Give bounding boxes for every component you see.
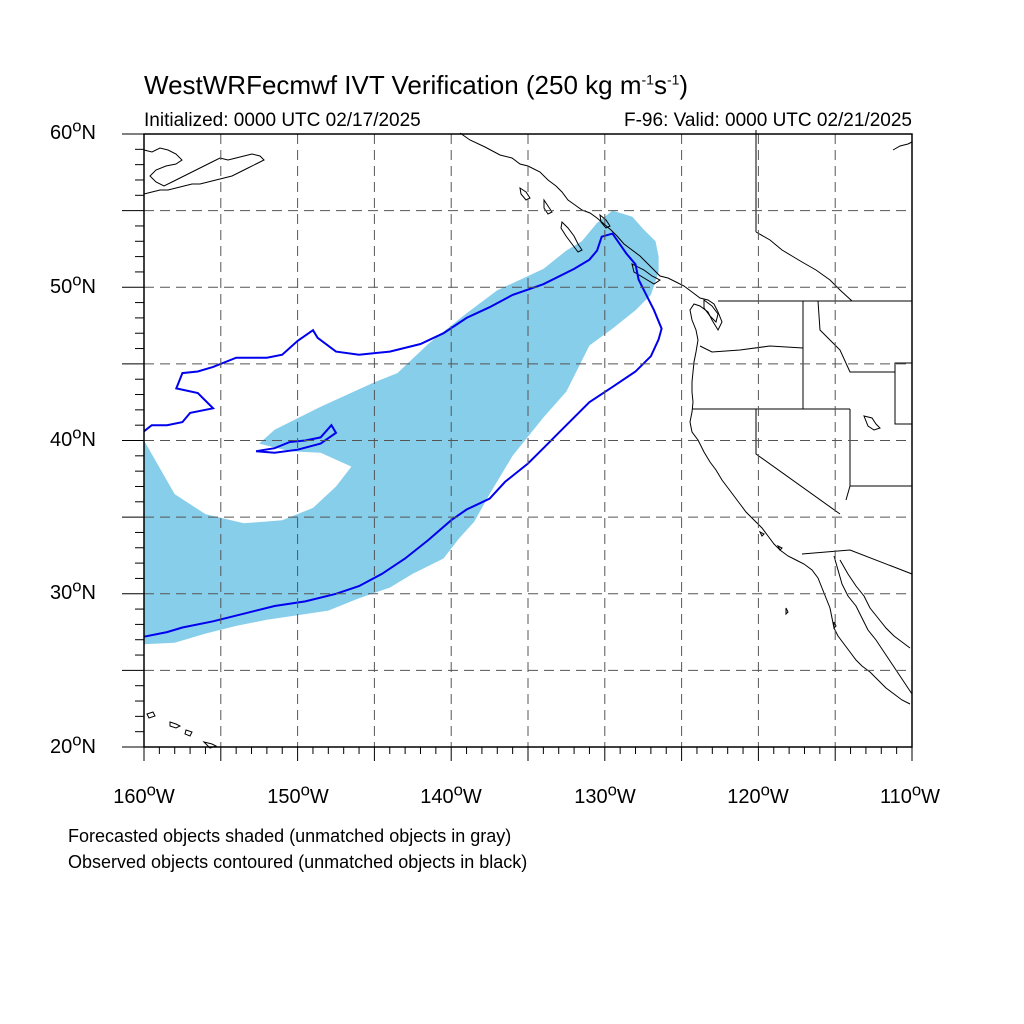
grid-layer (144, 134, 912, 747)
lat-label-60: 60oN (50, 116, 96, 144)
coastline-us-west (689, 339, 911, 705)
observed-object-inner-contour (255, 423, 338, 454)
forecast-object (144, 210, 659, 645)
footnote-forecast: Forecasted objects shaded (unmatched obj… (68, 826, 512, 846)
coastline-top-right (892, 141, 913, 151)
observed-object-contour (143, 232, 663, 638)
lat-label-20: 20oN (50, 730, 96, 758)
lon-label-140w: 140oW (420, 780, 482, 808)
hawaii-islands (146, 711, 218, 749)
valid-time-label: F-96: Valid: 0000 UTC 02/21/2025 (624, 110, 912, 131)
forecast-object-layer (144, 210, 659, 645)
lon-label-120w: 120oW (727, 780, 789, 808)
chart-title: WestWRFecmwf IVT Verification (250 kg m-… (144, 70, 689, 100)
coastline-layer (143, 132, 913, 749)
tick-layer (122, 133, 913, 761)
lat-label-30: 30oN (50, 576, 96, 604)
state-border-layer (692, 130, 913, 575)
observed-object-layer (143, 232, 663, 638)
state-borders (692, 130, 913, 575)
salt-lake (863, 415, 881, 431)
channel-islands (758, 530, 837, 630)
lon-label-150w: 150oW (267, 780, 329, 808)
coastline-baja (833, 555, 913, 695)
lon-label-160w: 160oW (113, 780, 175, 808)
lon-label-130w: 130oW (574, 780, 636, 808)
lon-label-110w: 110oW (879, 780, 941, 808)
footnote-observed: Observed objects contoured (unmatched ob… (68, 852, 528, 872)
coastline-alaska (459, 132, 723, 341)
lat-label-50: 50oN (50, 270, 96, 298)
coastline-alaska-west (143, 147, 265, 195)
lat-label-40: 40oN (50, 423, 96, 451)
coastline-gulf (839, 559, 911, 649)
init-time-label: Initialized: 0000 UTC 02/17/2025 (144, 110, 421, 131)
